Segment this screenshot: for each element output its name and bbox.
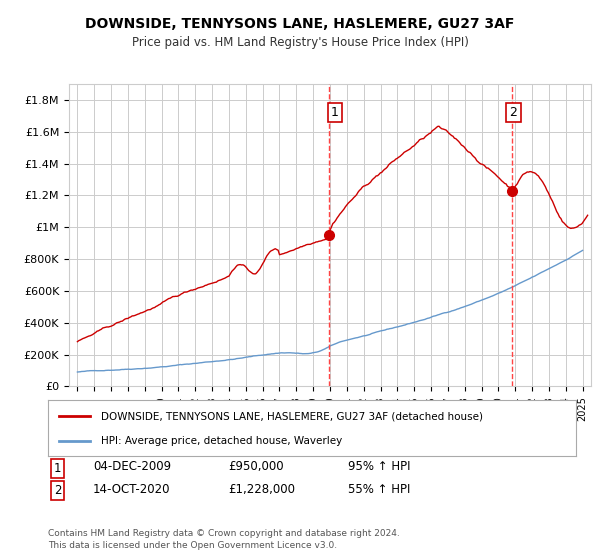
Text: Price paid vs. HM Land Registry's House Price Index (HPI): Price paid vs. HM Land Registry's House … [131, 36, 469, 49]
Text: £1,228,000: £1,228,000 [228, 483, 295, 496]
Text: 2: 2 [54, 484, 62, 497]
Text: 55% ↑ HPI: 55% ↑ HPI [348, 483, 410, 496]
Text: DOWNSIDE, TENNYSONS LANE, HASLEMERE, GU27 3AF: DOWNSIDE, TENNYSONS LANE, HASLEMERE, GU2… [85, 17, 515, 31]
Text: 95% ↑ HPI: 95% ↑ HPI [348, 460, 410, 473]
Text: 14-OCT-2020: 14-OCT-2020 [93, 483, 170, 496]
Text: 1: 1 [54, 462, 62, 475]
Text: 1: 1 [331, 106, 339, 119]
Text: DOWNSIDE, TENNYSONS LANE, HASLEMERE, GU27 3AF (detached house): DOWNSIDE, TENNYSONS LANE, HASLEMERE, GU2… [101, 411, 483, 421]
Text: Contains HM Land Registry data © Crown copyright and database right 2024.
This d: Contains HM Land Registry data © Crown c… [48, 529, 400, 550]
Text: 2: 2 [509, 106, 517, 119]
Text: HPI: Average price, detached house, Waverley: HPI: Average price, detached house, Wave… [101, 436, 342, 446]
Text: 04-DEC-2009: 04-DEC-2009 [93, 460, 171, 473]
Text: £950,000: £950,000 [228, 460, 284, 473]
